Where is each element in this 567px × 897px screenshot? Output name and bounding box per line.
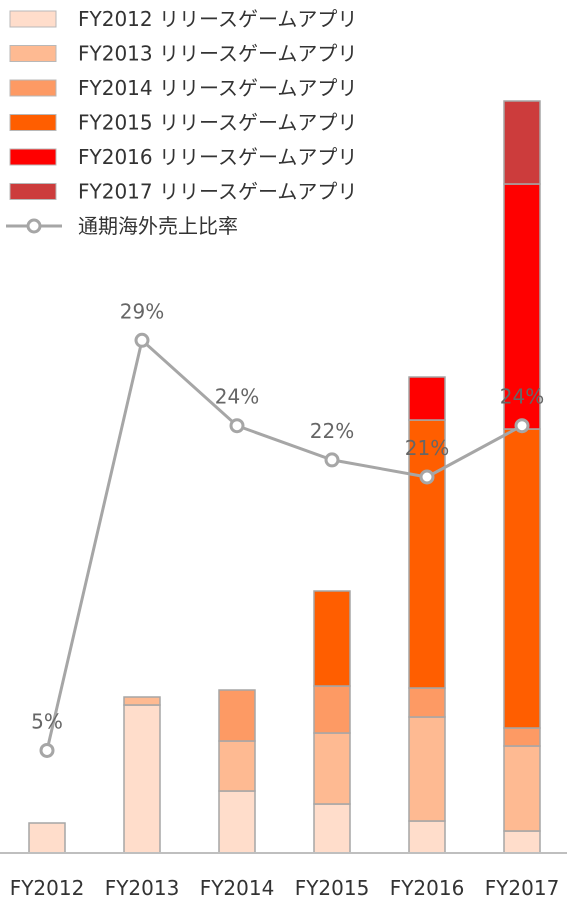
- bar-segment: [408, 376, 446, 421]
- x-tick-label: FY2016: [390, 876, 465, 897]
- x-tick-label: FY2013: [105, 876, 180, 897]
- bar-segment: [503, 727, 541, 747]
- bar-segment: [218, 740, 256, 792]
- bar-segment: [408, 687, 446, 718]
- ratio-line-path: [45, 337, 523, 751]
- bar-segment: [28, 822, 66, 854]
- legend-label: 通期海外売上比率: [78, 214, 238, 238]
- legend-label: FY2015 リリースゲームアプリ: [78, 111, 357, 135]
- legend-label: FY2012 リリースゲームアプリ: [78, 7, 357, 31]
- bar-segment: [218, 689, 256, 742]
- overseas-ratio-line: 5% 29% 24% 22% 21% 24%: [31, 299, 544, 758]
- legend-swatch: [9, 183, 57, 200]
- ratio-point: [419, 469, 435, 485]
- bar-segment: [503, 745, 541, 832]
- bar-segment: [313, 803, 351, 854]
- bar-segment: [313, 732, 351, 805]
- legend-swatch: [9, 10, 57, 28]
- bar-segment: [503, 428, 541, 729]
- x-tick-label: FY2017: [485, 876, 560, 897]
- legend-swatch: [9, 45, 57, 62]
- ratio-point: [39, 742, 55, 758]
- x-tick-label: FY2014: [200, 876, 275, 897]
- ratio-data-label: 5%: [31, 709, 63, 733]
- ratio-point: [229, 418, 245, 434]
- bar-segment: [408, 820, 446, 854]
- ratio-data-label: 24%: [215, 385, 259, 409]
- ratio-point: [134, 332, 150, 348]
- bar-segment: [408, 716, 446, 822]
- bar-segment: [408, 419, 446, 689]
- bar-segment: [218, 790, 256, 854]
- bar-stacks: [28, 100, 541, 854]
- legend-swatch: [9, 114, 57, 131]
- bar-segment: [123, 704, 161, 854]
- bar-segment: [503, 100, 541, 185]
- bar-segment: [503, 183, 541, 430]
- legend-swatch: [9, 79, 57, 97]
- ratio-point: [324, 452, 340, 468]
- legend: FY2012 リリースゲームアプリ FY2013 リリースゲームアプリ FY2014…: [6, 7, 357, 238]
- ratio-data-label: 21%: [405, 436, 449, 460]
- legend-swatch: [9, 148, 57, 166]
- bar-segment: [503, 830, 541, 854]
- x-tick-label: FY2015: [295, 876, 370, 897]
- ratio-data-label: 24%: [500, 385, 544, 409]
- x-tick-label: FY2012: [10, 876, 85, 897]
- ratio-point: [514, 418, 530, 434]
- ratio-data-label: 29%: [120, 299, 164, 323]
- legend-line-marker: [26, 218, 42, 234]
- bar-segment: [313, 590, 351, 687]
- bar-segment: [123, 696, 161, 706]
- legend-label: FY2014 リリースゲームアプリ: [78, 76, 357, 100]
- legend-label: FY2016 リリースゲームアプリ: [78, 145, 357, 169]
- legend-label: FY2013 リリースゲームアプリ: [78, 42, 357, 66]
- bar-segment: [313, 685, 351, 734]
- legend-label: FY2017 リリースゲームアプリ: [78, 180, 357, 204]
- x-tick-labels: FY2012 FY2013 FY2014 FY2015 FY2016 FY2017: [10, 876, 560, 897]
- ratio-data-label: 22%: [310, 419, 354, 443]
